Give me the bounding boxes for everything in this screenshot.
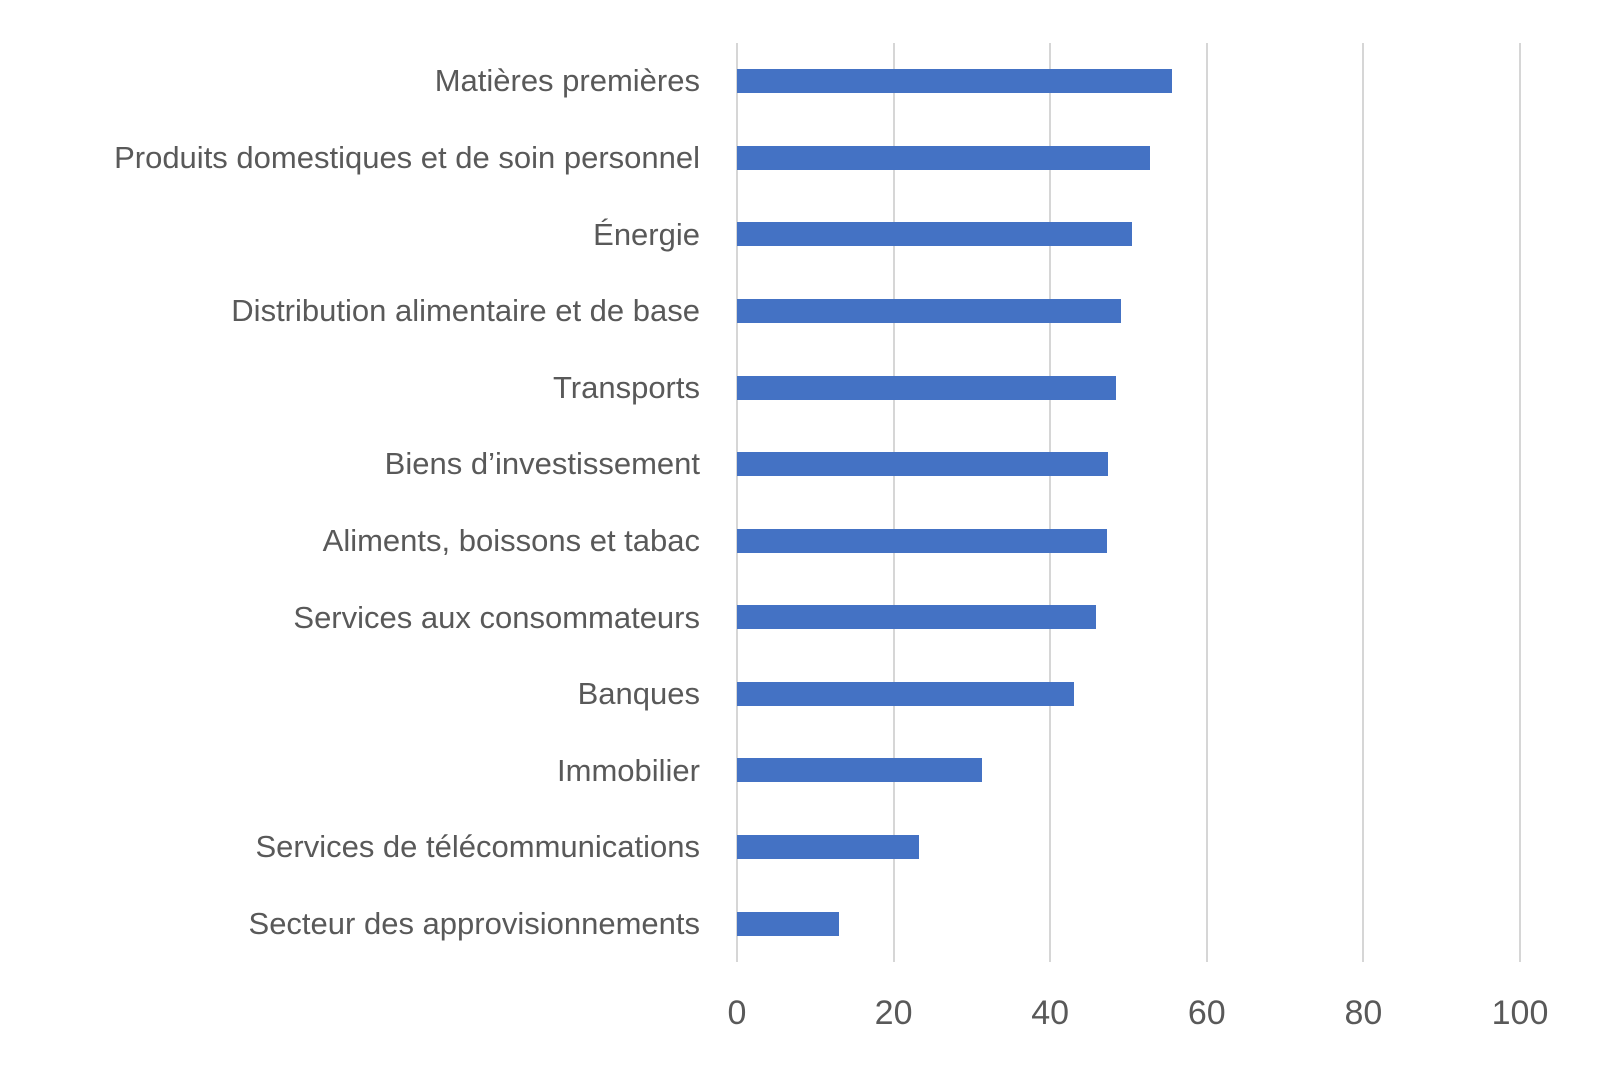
category-label: Secteur des approvisionnements <box>248 905 700 941</box>
x-tick-label: 20 <box>874 994 913 1032</box>
x-tick-label: 80 <box>1344 994 1383 1032</box>
bar-row <box>737 656 1520 733</box>
bar-row <box>737 732 1520 809</box>
x-tick-label: 40 <box>1031 994 1070 1032</box>
x-tick-label: 100 <box>1491 994 1549 1032</box>
bar <box>737 375 1116 400</box>
bar-row <box>737 273 1520 350</box>
gridline <box>736 43 738 962</box>
category-label: Produits domestiques et de soin personne… <box>114 140 700 176</box>
bar-row <box>737 579 1520 656</box>
x-axis: 0 20 40 60 80 100 <box>728 962 1549 1052</box>
category-label: Distribution alimentaire et de base <box>231 293 700 329</box>
gridlines-layer <box>736 43 1521 962</box>
bar-row <box>737 43 1520 120</box>
bar <box>737 222 1132 247</box>
bar-row <box>737 349 1520 426</box>
category-label: Énergie <box>593 216 700 252</box>
category-label: Matières premières <box>434 63 700 99</box>
bar-rows <box>737 43 1520 962</box>
bar <box>737 681 1074 706</box>
category-labels: Matières premières Produits domestiques e… <box>0 43 700 962</box>
bar <box>737 452 1109 477</box>
x-tick-label: 0 <box>727 994 747 1032</box>
bar-row <box>737 426 1520 503</box>
bar-row <box>737 120 1520 197</box>
bar-row <box>737 809 1520 886</box>
gridline <box>1049 43 1052 962</box>
gridline <box>1205 43 1208 962</box>
category-label: Biens d’investissement <box>384 446 700 482</box>
x-tick-label: 60 <box>1187 994 1226 1032</box>
bar-row <box>737 885 1520 962</box>
bar <box>737 835 920 860</box>
category-label: Immobilier <box>557 752 700 788</box>
bar <box>737 145 1150 170</box>
category-label: Services de télécommunications <box>255 829 700 865</box>
category-label: Aliments, boissons et tabac <box>322 522 700 558</box>
category-label: Services aux consommateurs <box>293 599 700 635</box>
bar-row <box>737 502 1520 579</box>
bar <box>737 69 1172 94</box>
bar <box>737 911 839 936</box>
gridline <box>1362 43 1365 962</box>
gridline <box>892 43 895 962</box>
plot-area <box>736 43 1521 962</box>
category-label: Transports <box>552 369 700 405</box>
bar-row <box>737 196 1520 273</box>
bar <box>737 758 983 783</box>
bar <box>737 299 1121 324</box>
bar <box>737 528 1107 553</box>
category-label: Banques <box>577 676 700 712</box>
gridline <box>1519 43 1521 962</box>
bar <box>737 605 1096 630</box>
